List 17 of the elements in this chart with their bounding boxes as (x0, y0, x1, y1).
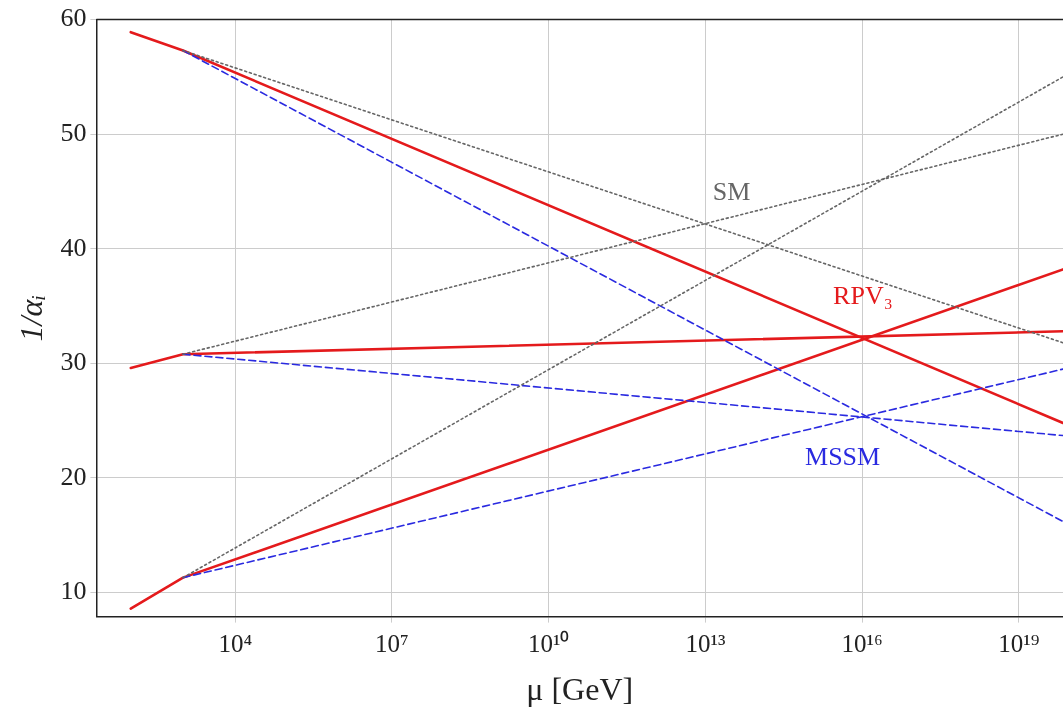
y-axis-title: 1/αᵢ (12, 294, 49, 342)
series-label: MSSM (805, 442, 881, 472)
x-tick-label: 10¹⁰ (527, 630, 570, 658)
series-label: SM (712, 176, 751, 206)
y-tick-label: 20 (60, 461, 87, 491)
x-tick-label: 10¹³ (685, 630, 726, 658)
x-tick-label: 10¹⁹ (998, 630, 1040, 658)
y-tick-label: 10 (60, 576, 87, 606)
series-label: RPV₃ (833, 281, 893, 311)
y-tick-label: 30 (60, 347, 87, 377)
y-tick-label: 50 (60, 118, 87, 148)
x-axis-title: μ [GeV] (526, 671, 634, 708)
x-tick-label: 10¹⁶ (841, 630, 883, 658)
y-tick-label: 60 (60, 3, 87, 33)
x-tick-label: 10⁷ (375, 630, 409, 658)
x-tick-label: 10⁴ (218, 630, 253, 658)
y-tick-label: 40 (60, 232, 87, 262)
